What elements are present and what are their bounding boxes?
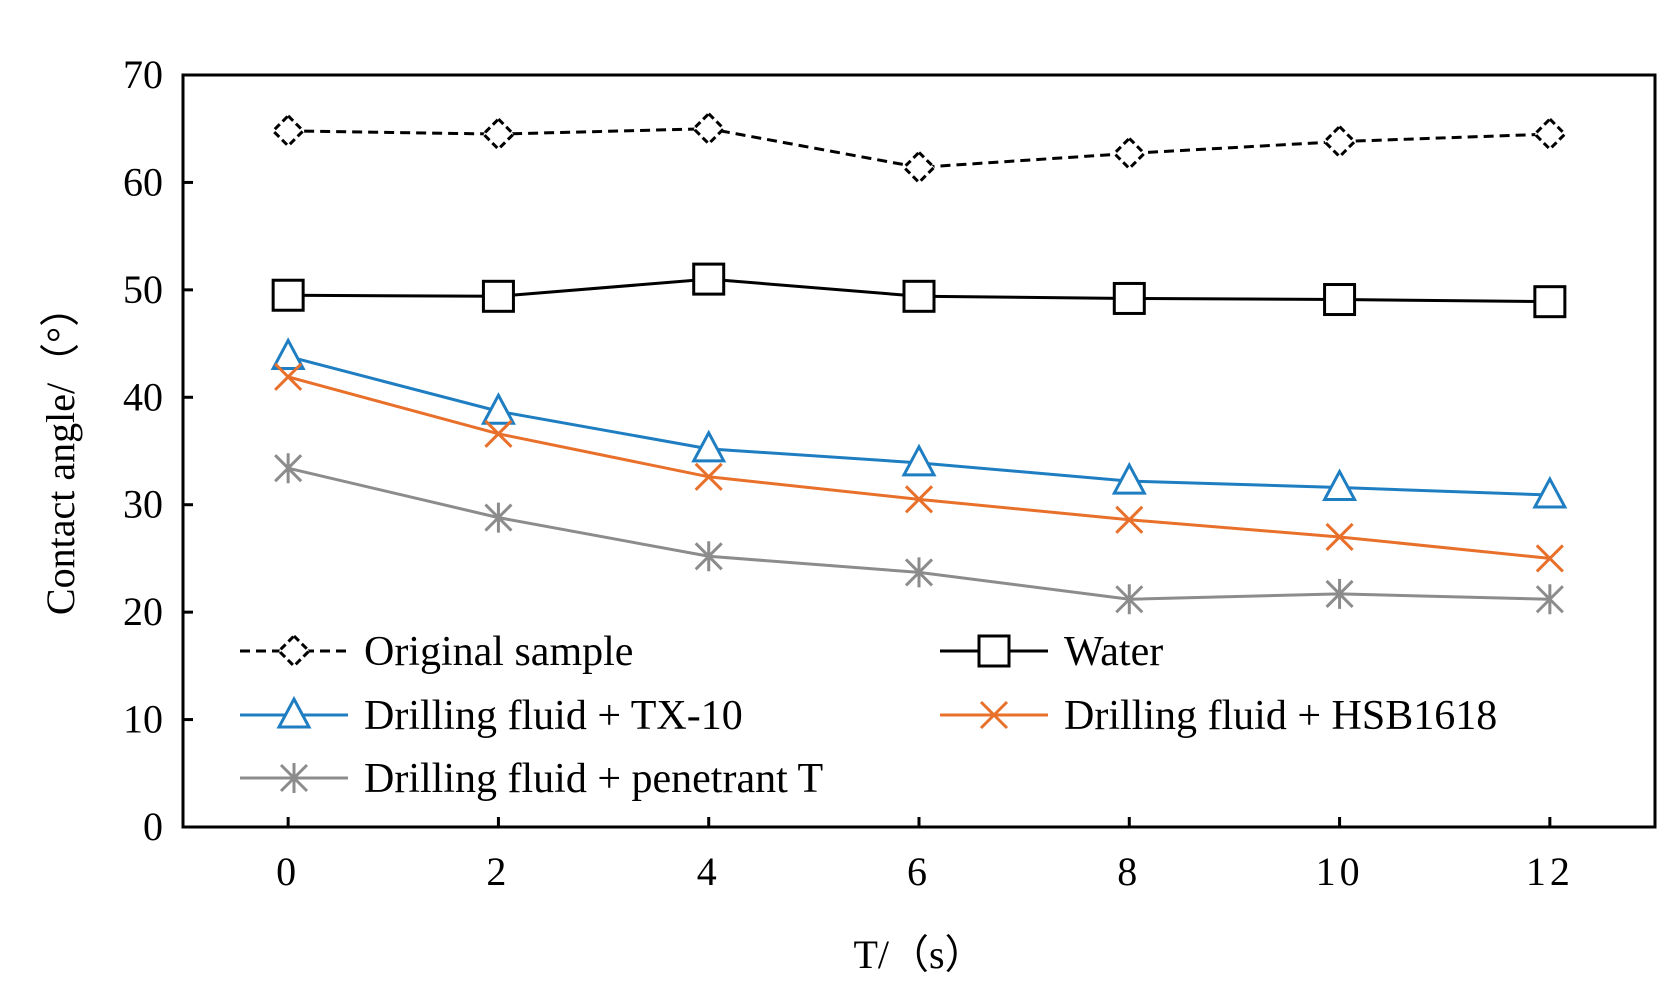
y-axis-label: Contact angle/（°） — [38, 287, 83, 615]
data-point — [481, 279, 515, 313]
data-point — [1323, 283, 1357, 317]
y-tick-label: 0 — [143, 804, 163, 849]
series-1 — [271, 262, 1567, 319]
data-point — [271, 278, 305, 312]
data-point — [274, 453, 303, 484]
data-point — [270, 337, 306, 370]
series-3 — [274, 362, 1564, 573]
data-point — [904, 557, 934, 588]
x-tick-label: 2 — [486, 849, 510, 894]
data-point — [902, 279, 936, 313]
legend-item: Drilling fluid + TX-10 — [240, 693, 743, 739]
data-point — [1533, 285, 1567, 319]
x-tick-label: 8 — [1117, 849, 1141, 894]
x-tick-label: 0 — [276, 849, 300, 894]
data-point — [901, 443, 937, 477]
legend-item: Original sample — [240, 629, 633, 675]
data-point — [1112, 281, 1146, 315]
legend-label: Original sample — [364, 629, 633, 675]
data-point — [1325, 522, 1354, 552]
legend: Original sample Water Drilling fluid + TX-… — [240, 629, 1497, 802]
data-point — [484, 502, 513, 533]
legend-label: Drilling fluid + penetrant T — [364, 756, 823, 802]
y-tick-label: 10 — [123, 697, 163, 742]
data-point — [1112, 136, 1147, 171]
data-point — [1111, 461, 1147, 495]
data-point — [1532, 475, 1568, 509]
legend-marker — [979, 700, 1009, 730]
legend-marker — [276, 633, 312, 669]
data-point — [691, 111, 726, 146]
data-point — [1322, 124, 1357, 159]
data-point — [1322, 468, 1358, 502]
legend-marker — [276, 695, 312, 729]
y-axis-ticks: 0 10 20 30 40 50 60 70 — [123, 52, 193, 849]
data-point — [1115, 505, 1144, 534]
data-point — [274, 362, 303, 391]
series-2 — [270, 337, 1568, 509]
x-axis-ticks: 0 2 4 6 8 10 12 — [276, 817, 1574, 894]
legend-label: Drilling fluid + TX-10 — [364, 693, 743, 739]
x-tick-label: 12 — [1526, 849, 1574, 894]
legend-label: Water — [1064, 629, 1163, 675]
data-point — [1115, 584, 1144, 615]
y-tick-label: 30 — [123, 482, 163, 527]
data-point — [484, 419, 513, 448]
legend-item: Drilling fluid + penetrant T — [240, 756, 823, 802]
data-point — [901, 150, 937, 185]
y-tick-label: 70 — [123, 52, 163, 97]
legend-item: Water — [940, 629, 1163, 675]
y-tick-label: 60 — [123, 159, 163, 204]
x-tick-label: 4 — [697, 849, 721, 894]
series-layer — [270, 111, 1568, 615]
y-tick-label: 20 — [123, 589, 163, 634]
data-point — [691, 429, 727, 463]
data-point — [692, 262, 726, 296]
data-point — [271, 113, 306, 148]
data-point — [480, 392, 516, 425]
x-axis-label: T/（s） — [853, 932, 984, 977]
legend-marker — [977, 634, 1011, 668]
legend-marker — [279, 763, 309, 793]
data-point — [694, 541, 723, 572]
data-point — [694, 462, 723, 491]
data-point — [1535, 544, 1564, 573]
data-point — [904, 485, 934, 514]
y-tick-label: 40 — [123, 374, 163, 419]
legend-item: Drilling fluid + HSB1618 — [940, 693, 1497, 739]
y-tick-label: 50 — [123, 267, 163, 312]
data-point — [1535, 584, 1564, 615]
data-point — [481, 116, 516, 152]
x-tick-label: 10 — [1316, 849, 1364, 894]
data-point — [1532, 116, 1567, 152]
data-point — [1325, 578, 1354, 609]
series-0 — [271, 111, 1567, 185]
series-4 — [274, 453, 1564, 615]
legend-label: Drilling fluid + HSB1618 — [1064, 693, 1497, 739]
x-tick-label: 6 — [907, 849, 931, 894]
